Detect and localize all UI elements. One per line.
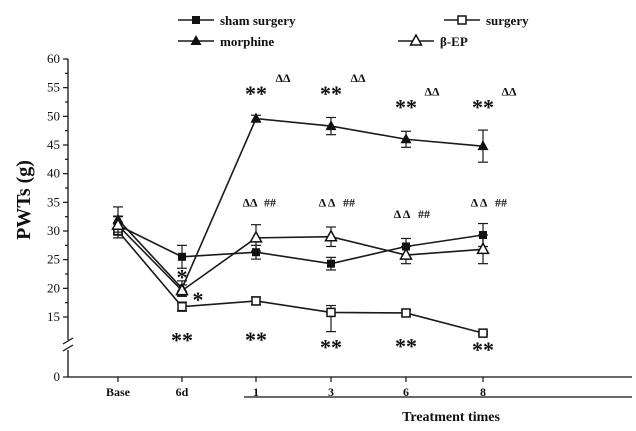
significance-stars: **: [320, 335, 342, 360]
x-axis-label: Treatment times: [402, 410, 500, 425]
open-square-marker: [177, 301, 187, 312]
legend-item: sham surgery: [178, 13, 296, 28]
hash-annotation: ##: [343, 195, 355, 209]
significance-stars: **: [245, 81, 267, 106]
significance-stars: **: [472, 337, 494, 362]
y-tick-label: 25: [47, 252, 60, 267]
legend-item: surgery: [444, 13, 529, 28]
significance-stars: **: [245, 327, 267, 352]
series-sham-surgery: [113, 216, 488, 271]
delta-annotation: ΔΔ: [275, 71, 291, 85]
open-triangle-marker: [175, 283, 189, 296]
x-tick-label: 8: [480, 385, 486, 399]
y-tick-label: 35: [47, 194, 60, 209]
delta-annotation: ΔΔ: [350, 71, 366, 85]
significance-stars: **: [171, 328, 193, 353]
series--ep: [111, 215, 490, 297]
open-triangle-marker: [324, 229, 338, 242]
hash-annotation: ##: [418, 207, 430, 221]
significance-stars: *: [177, 264, 188, 289]
hash-annotation: ##: [495, 195, 507, 209]
filled-triangle-marker: [250, 112, 262, 123]
significance-stars: *: [193, 287, 204, 312]
filled-triangle-marker: [325, 120, 337, 131]
hash-annotation: ##: [264, 195, 276, 209]
filled-triangle-marker: [477, 140, 489, 151]
y-break-mark: [62, 337, 74, 345]
open-square-marker: [401, 308, 411, 318]
delta-annotation: ΔΔ: [242, 195, 258, 209]
open-triangle-marker: [409, 33, 423, 46]
filled-square-marker: [192, 16, 200, 24]
legend-item: morphine: [178, 34, 274, 49]
open-square-marker: [251, 296, 261, 306]
y-tick-label: 15: [47, 309, 60, 324]
significance-stars: **: [320, 81, 342, 106]
open-triangle-marker: [249, 230, 263, 243]
x-tick-label: 1: [253, 385, 259, 399]
filled-triangle-marker: [190, 35, 202, 45]
open-square-marker: [326, 307, 336, 318]
series-line: [117, 224, 484, 292]
legend-label: surgery: [486, 13, 529, 28]
open-triangle-marker: [399, 247, 413, 260]
legend-item: β-EP: [398, 33, 468, 49]
y-tick-label: 50: [47, 108, 60, 123]
y-tick-label: 0: [54, 369, 61, 384]
delta-annotation: Δ Δ: [394, 207, 411, 221]
x-tick-label: 3: [328, 385, 334, 399]
significance-stars: **: [395, 95, 417, 120]
legend-label: morphine: [220, 34, 274, 49]
y-tick-label: 40: [47, 166, 60, 181]
series-line: [117, 230, 484, 334]
y-tick-label: 30: [47, 223, 60, 238]
series-line: [117, 117, 484, 290]
delta-annotation: Δ Δ: [319, 195, 336, 209]
series-group: [111, 112, 490, 338]
open-triangle-marker: [111, 217, 125, 231]
legend-label: β-EP: [440, 34, 468, 49]
series-surgery: [113, 223, 488, 338]
open-square-marker: [457, 15, 467, 25]
significance-stars: **: [395, 334, 417, 359]
series-morphine: [112, 112, 489, 297]
y-tick-label: 60: [47, 51, 60, 66]
legend-label: sham surgery: [220, 13, 296, 28]
y-break-mark: [62, 344, 74, 352]
delta-annotation: ΔΔ: [501, 85, 517, 99]
open-square-marker: [478, 328, 488, 338]
filled-square-marker: [327, 259, 335, 268]
open-triangle-marker: [476, 241, 490, 255]
series-line: [117, 224, 484, 265]
x-tick-label: 6: [403, 385, 409, 399]
x-tick-label: 6d: [176, 385, 189, 399]
delta-annotation: Δ Δ: [471, 195, 488, 209]
x-tick-label: Base: [106, 385, 131, 399]
filled-square-marker: [178, 252, 186, 261]
delta-annotation: ΔΔ: [424, 85, 440, 99]
filled-square-marker: [252, 248, 260, 257]
axes: 15 20 25 30 35 40 45 50 55 60 0 Base 6d 1 3 6 8: [47, 51, 632, 399]
filled-triangle-marker: [400, 133, 412, 144]
significance-stars: **: [472, 95, 494, 120]
y-axis-label: PWTs (g): [13, 160, 35, 240]
y-tick-label: 45: [47, 137, 60, 152]
legend: sham surgery surgery morphine β-EP: [178, 13, 529, 49]
y-tick-label: 20: [47, 280, 60, 295]
y-tick-label: 55: [47, 80, 60, 95]
